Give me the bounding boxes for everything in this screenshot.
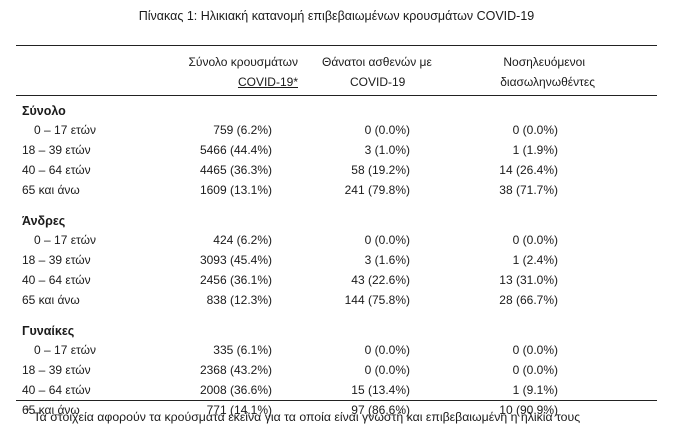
header-total-cases: Σύνολο κρουσμάτων COVID-19* [174, 52, 298, 92]
header-bottom-rule [16, 95, 657, 96]
cases-cell: 2008 (36.6%) [199, 383, 272, 397]
age-label: 40 – 64 ετών [22, 163, 91, 177]
cases-cell: 771 (14.1%) [206, 403, 272, 417]
intubated-cell: 1 (1.9%) [512, 143, 558, 157]
cases-cell: 2456 (36.1%) [199, 273, 272, 287]
deaths-cell: 43 (22.6%) [351, 273, 410, 287]
deaths-cell: 144 (75.8%) [344, 293, 410, 307]
age-label: 0 – 17 ετών [34, 233, 96, 247]
age-label: 65 και άνω [22, 183, 80, 197]
age-label: 0 – 17 ετών [34, 343, 96, 357]
header-deaths-line2: COVID-19 [350, 75, 406, 89]
header-total-cases-line2: COVID-19* [237, 75, 298, 89]
table-row: 65 και άνω 838 (12.3%) 144 (75.8%) 28 (6… [0, 290, 673, 310]
table-row: 40 – 64 ετών 2008 (36.6%) 15 (13.4%) 1 (… [0, 380, 673, 400]
group-title: Σύνολο [22, 104, 66, 118]
intubated-cell: 1 (9.1%) [512, 383, 558, 397]
table-row: 0 – 17 ετών 335 (6.1%) 0 (0.0%) 0 (0.0%) [0, 340, 673, 360]
cases-cell: 335 (6.1%) [213, 343, 272, 357]
table-row: 65 και άνω 1609 (13.1%) 241 (79.8%) 38 (… [0, 180, 673, 200]
cases-cell: 1609 (13.1%) [199, 183, 272, 197]
deaths-cell: 0 (0.0%) [364, 233, 410, 247]
deaths-cell: 3 (1.6%) [364, 253, 410, 267]
table-body: Σύνολο 0 – 17 ετών 759 (6.2%) 0 (0.0%) 0… [0, 102, 673, 432]
table-row: 40 – 64 ετών 2456 (36.1%) 43 (22.6%) 13 … [0, 270, 673, 290]
intubated-cell: 1 (2.4%) [512, 253, 558, 267]
deaths-cell: 15 (13.4%) [351, 383, 410, 397]
deaths-cell: 0 (0.0%) [364, 363, 410, 377]
intubated-cell: 38 (71.7%) [499, 183, 558, 197]
header-deaths-line1: Θάνατοι ασθενών με [322, 55, 432, 69]
header-total-cases-line1: Σύνολο κρουσμάτων [188, 55, 298, 69]
deaths-cell: 0 (0.0%) [364, 123, 410, 137]
header-intubated: Νοσηλευόμενοι διασωληνωθέντες [465, 52, 595, 92]
age-label: 18 – 39 ετών [22, 363, 91, 377]
intubated-cell: 13 (31.0%) [499, 273, 558, 287]
deaths-cell: 58 (19.2%) [351, 163, 410, 177]
header-intubated-line2: διασωληνωθέντες [500, 75, 595, 89]
intubated-cell: 0 (0.0%) [512, 363, 558, 377]
age-label: 0 – 17 ετών [34, 123, 96, 137]
group-title: Γυναίκες [22, 324, 75, 338]
group-title: Άνδρες [22, 214, 66, 228]
deaths-cell: 3 (1.0%) [364, 143, 410, 157]
age-label: 40 – 64 ετών [22, 273, 91, 287]
age-label: 18 – 39 ετών [22, 143, 91, 157]
age-label: 65 και άνω [22, 403, 80, 417]
cases-cell: 4465 (36.3%) [199, 163, 272, 177]
footnote-marker: * [26, 406, 30, 416]
intubated-cell: 0 (0.0%) [512, 343, 558, 357]
table-row: 18 – 39 ετών 5466 (44.4%) 3 (1.0%) 1 (1.… [0, 140, 673, 160]
cases-cell: 759 (6.2%) [213, 123, 272, 137]
group-men: Άνδρες 0 – 17 ετών 424 (6.2%) 0 (0.0%) 0… [0, 212, 673, 310]
intubated-cell: 14 (26.4%) [499, 163, 558, 177]
header-deaths: Θάνατοι ασθενών με COVID-19 [322, 52, 442, 92]
table-row: 18 – 39 ετών 3093 (45.4%) 3 (1.6%) 1 (2.… [0, 250, 673, 270]
cases-cell: 5466 (44.4%) [199, 143, 272, 157]
group-total: Σύνολο 0 – 17 ετών 759 (6.2%) 0 (0.0%) 0… [0, 102, 673, 200]
cases-cell: 2368 (43.2%) [199, 363, 272, 377]
table-row: 18 – 39 ετών 2368 (43.2%) 0 (0.0%) 0 (0.… [0, 360, 673, 380]
table-top-rule [16, 45, 657, 46]
cases-cell: 3093 (45.4%) [199, 253, 272, 267]
intubated-cell: 0 (0.0%) [512, 123, 558, 137]
table-bottom-rule [16, 400, 657, 401]
age-label: 65 και άνω [22, 293, 80, 307]
header-intubated-line1: Νοσηλευόμενοι [503, 55, 585, 69]
intubated-cell: 10 (90.9%) [499, 403, 558, 417]
cases-cell: 424 (6.2%) [213, 233, 272, 247]
deaths-cell: 0 (0.0%) [364, 343, 410, 357]
table-row: 40 – 64 ετών 4465 (36.3%) 58 (19.2%) 14 … [0, 160, 673, 180]
age-label: 18 – 39 ετών [22, 253, 91, 267]
table-row: 0 – 17 ετών 424 (6.2%) 0 (0.0%) 0 (0.0%) [0, 230, 673, 250]
footnote-text: Τα στοιχεία αφορούν τα κρούσματα εκείνα … [33, 410, 581, 425]
footnote: * Τα στοιχεία αφορούν τα κρούσματα εκείνα… [26, 406, 581, 425]
group-women: Γυναίκες 0 – 17 ετών 335 (6.1%) 0 (0.0%)… [0, 322, 673, 420]
table-row: 0 – 17 ετών 759 (6.2%) 0 (0.0%) 0 (0.0%) [0, 120, 673, 140]
intubated-cell: 28 (66.7%) [499, 293, 558, 307]
age-label: 40 – 64 ετών [22, 383, 91, 397]
intubated-cell: 0 (0.0%) [512, 233, 558, 247]
cases-cell: 838 (12.3%) [206, 293, 272, 307]
table-caption: Πίνακας 1: Ηλικιακή κατανομή επιβεβαιωμέ… [138, 9, 535, 23]
table-row: 65 και άνω 771 (14.1%) 97 (86.6%) 10 (90… [0, 400, 673, 420]
deaths-cell: 241 (79.8%) [344, 183, 410, 197]
deaths-cell: 97 (86.6%) [351, 403, 410, 417]
